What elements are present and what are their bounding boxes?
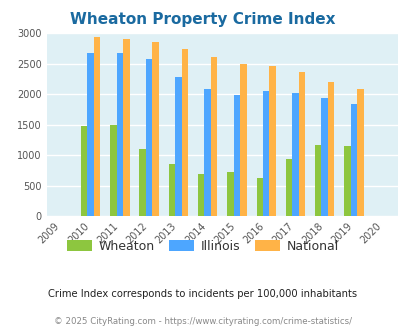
- Legend: Wheaton, Illinois, National: Wheaton, Illinois, National: [62, 235, 343, 258]
- Bar: [356, 88, 363, 216]
- Bar: [152, 42, 158, 216]
- Bar: [285, 159, 292, 216]
- Bar: [292, 93, 298, 216]
- Text: © 2025 CityRating.com - https://www.cityrating.com/crime-statistics/: © 2025 CityRating.com - https://www.city…: [54, 317, 351, 326]
- Bar: [110, 125, 116, 216]
- Bar: [181, 49, 188, 216]
- Text: Wheaton Property Crime Index: Wheaton Property Crime Index: [70, 12, 335, 26]
- Bar: [94, 37, 100, 216]
- Bar: [269, 66, 275, 216]
- Bar: [198, 174, 204, 216]
- Bar: [321, 98, 327, 216]
- Bar: [227, 173, 233, 216]
- Bar: [175, 77, 181, 216]
- Bar: [204, 89, 210, 216]
- Bar: [350, 104, 356, 216]
- Bar: [87, 53, 94, 216]
- Bar: [239, 64, 246, 216]
- Bar: [314, 145, 321, 216]
- Bar: [262, 91, 269, 216]
- Bar: [233, 95, 239, 216]
- Bar: [123, 39, 129, 216]
- Bar: [168, 164, 175, 216]
- Bar: [145, 59, 152, 216]
- Bar: [327, 82, 334, 216]
- Bar: [81, 126, 87, 216]
- Bar: [139, 149, 145, 216]
- Bar: [116, 53, 123, 216]
- Bar: [298, 72, 304, 216]
- Bar: [256, 178, 262, 216]
- Bar: [343, 146, 350, 216]
- Text: Crime Index corresponds to incidents per 100,000 inhabitants: Crime Index corresponds to incidents per…: [48, 289, 357, 299]
- Bar: [210, 57, 217, 216]
